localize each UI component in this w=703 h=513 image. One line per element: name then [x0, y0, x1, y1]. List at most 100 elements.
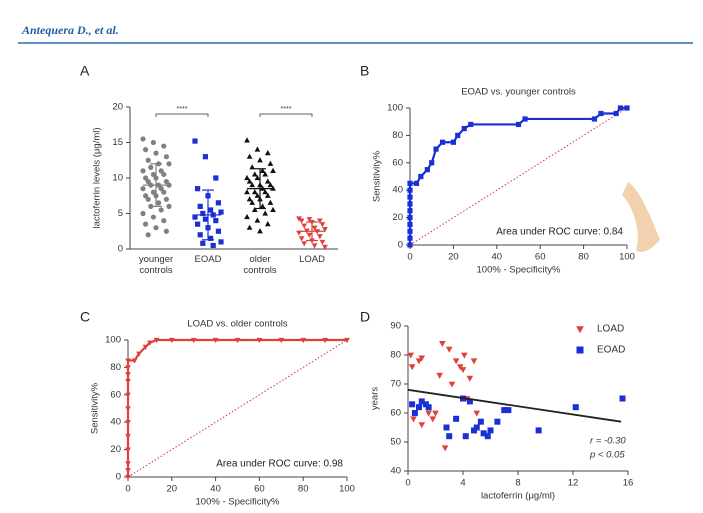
- roc-point: [212, 337, 219, 344]
- data-point: [448, 381, 456, 388]
- data-point: [163, 228, 169, 234]
- roc-point: [278, 337, 285, 344]
- data-point: [452, 358, 460, 365]
- data-point: [244, 189, 250, 195]
- roc-point: [125, 447, 131, 453]
- x-tick-label: 100: [339, 484, 355, 495]
- data-point: [264, 221, 271, 227]
- data-point: [445, 346, 453, 353]
- data-point: [246, 178, 253, 184]
- data-point: [267, 160, 274, 166]
- data-point: [484, 433, 491, 440]
- data-point: [254, 192, 261, 198]
- data-point: [197, 203, 203, 209]
- data-point: [218, 239, 224, 245]
- data-point: [200, 240, 206, 246]
- data-point: [140, 210, 146, 217]
- decoration: [622, 182, 660, 253]
- y-tick-label: 80: [110, 362, 121, 373]
- data-point: [161, 218, 167, 224]
- x-tick-label: 20: [167, 484, 178, 495]
- roc-point: [234, 337, 241, 344]
- roc-point: [407, 208, 413, 214]
- y-tick-label: 0: [118, 244, 123, 255]
- y-tick-label: 60: [390, 408, 401, 419]
- roc-point: [455, 132, 461, 138]
- data-point: [254, 146, 261, 152]
- data-point: [409, 401, 416, 408]
- data-point: [316, 218, 323, 224]
- data-point: [439, 341, 446, 347]
- x-tick-label: 16: [623, 478, 634, 489]
- y-tick-label: 20: [110, 444, 121, 455]
- reference-line: [409, 107, 628, 246]
- data-point: [296, 230, 302, 236]
- running-header: Antequera D., et al.: [21, 23, 119, 37]
- y-tick-label: 100: [105, 335, 121, 346]
- roc-point: [461, 125, 467, 132]
- data-point: [470, 358, 478, 365]
- data-point: [244, 213, 250, 220]
- roc-point: [344, 337, 350, 344]
- roc-point: [515, 121, 522, 128]
- roc-point: [322, 337, 328, 344]
- data-point: [166, 161, 172, 167]
- data-point: [494, 418, 501, 425]
- annotation: r = -0.30: [590, 436, 626, 447]
- y-tick-label: 5: [118, 208, 123, 219]
- data-point: [480, 430, 487, 437]
- data-point: [264, 192, 271, 198]
- y-tick-label: 80: [390, 350, 401, 361]
- data-point: [418, 355, 426, 362]
- roc-point: [125, 372, 131, 378]
- data-point: [408, 364, 416, 371]
- data-point: [148, 164, 154, 170]
- x-tick-label: LOAD: [299, 254, 325, 265]
- roc-point: [125, 474, 131, 481]
- y-tick-label: 20: [392, 212, 403, 223]
- data-point: [259, 203, 266, 209]
- data-point: [311, 225, 318, 231]
- data-point: [301, 223, 308, 229]
- data-point: [249, 199, 256, 205]
- data-point: [145, 196, 151, 202]
- data-point: [462, 433, 469, 440]
- data-point: [311, 243, 318, 249]
- x-tick-label: 80: [578, 252, 589, 263]
- roc-point: [450, 139, 456, 145]
- roc-point: [125, 420, 131, 426]
- x-tick-label: 60: [254, 484, 265, 495]
- data-point: [418, 398, 425, 405]
- y-tick-label: 10: [112, 173, 123, 184]
- data-point: [436, 372, 443, 379]
- data-point: [267, 181, 274, 188]
- roc-point: [617, 105, 624, 111]
- data-point: [301, 241, 308, 247]
- data-point: [443, 424, 450, 431]
- data-point: [153, 225, 159, 231]
- roc-point: [407, 194, 413, 200]
- data-point: [202, 154, 208, 160]
- data-point: [259, 167, 266, 173]
- roc-point: [433, 146, 439, 152]
- x-axis-label: 100% - Specificity%: [196, 497, 281, 508]
- data-point: [158, 207, 164, 213]
- data-point: [195, 221, 201, 227]
- roc-point: [125, 392, 131, 398]
- data-point: [262, 171, 269, 177]
- roc-point: [598, 110, 604, 117]
- data-point: [466, 398, 473, 405]
- data-point: [246, 153, 253, 159]
- data-point: [163, 196, 169, 202]
- data-point: [161, 189, 167, 195]
- data-point: [298, 218, 305, 224]
- roc-point: [624, 105, 630, 111]
- x-tick-label: 0: [125, 484, 130, 495]
- y-tick-label: 20: [112, 102, 123, 113]
- roc-point: [125, 461, 131, 467]
- data-point: [161, 143, 167, 149]
- x-tick-label: 8: [515, 478, 520, 489]
- x-tick-label: 100: [619, 252, 635, 263]
- roc-point: [300, 337, 307, 344]
